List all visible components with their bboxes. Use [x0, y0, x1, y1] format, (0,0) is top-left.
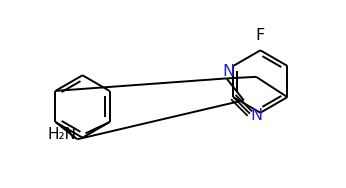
Text: N: N: [251, 108, 263, 123]
Text: H₂N: H₂N: [47, 127, 76, 143]
Text: N: N: [222, 64, 234, 79]
Text: F: F: [256, 27, 265, 42]
